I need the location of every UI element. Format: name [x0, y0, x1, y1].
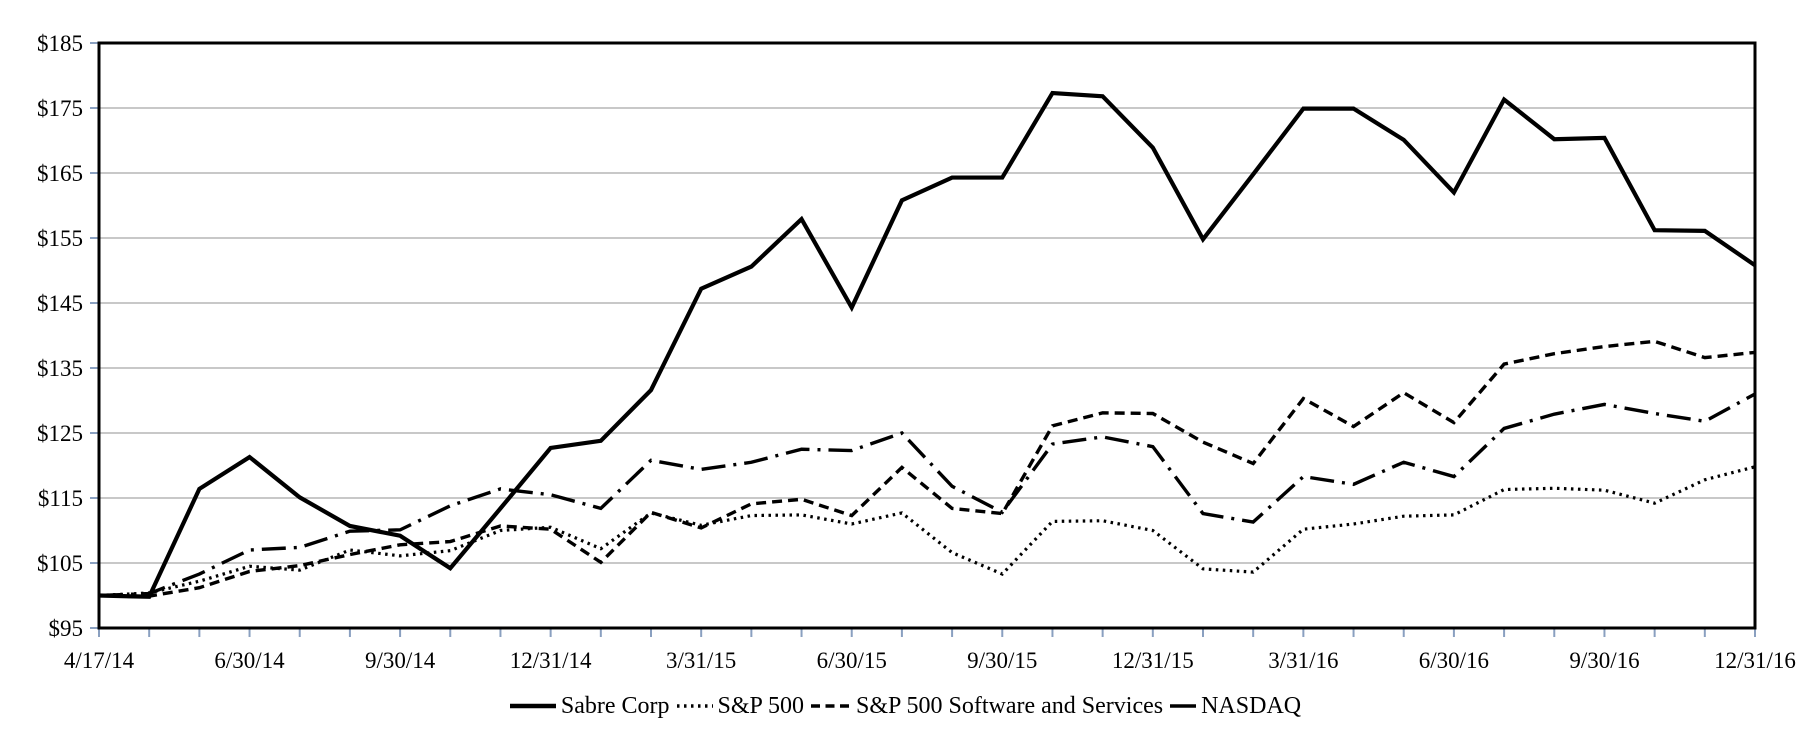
x-axis-label: 12/31/15	[1112, 648, 1194, 673]
y-axis-label: $125	[37, 421, 83, 446]
legend-label-s-p-500: S&P 500	[717, 692, 805, 719]
x-axis-label: 12/31/16	[1714, 648, 1796, 673]
series-line-nasdaq	[98, 392, 1756, 598]
y-axis-label: $115	[38, 486, 83, 511]
legend-swatch-sabre-corp	[509, 703, 556, 709]
legend-item-s-p-500-software-and-services: S&P 500 Software and Services	[811, 693, 1170, 720]
chart-legend: Sabre Corp S&P 500 S&P 500 Software and Se…	[0, 686, 1818, 726]
x-axis-label: 6/30/14	[214, 648, 285, 673]
x-axis-label: 9/30/15	[967, 648, 1037, 673]
y-axis-label: $135	[37, 356, 83, 381]
y-axis-label: $165	[37, 161, 83, 186]
x-axis-label: 9/30/16	[1569, 648, 1639, 673]
x-axis-label: 6/30/15	[817, 648, 887, 673]
legend-swatch-s-p-500-software-and-services	[811, 704, 852, 708]
legend-item-sabre-corp: Sabre Corp	[509, 692, 677, 720]
legend-label-s-p-500-software-and-services: S&P 500 Software and Services	[856, 692, 1164, 719]
legend-swatch-s-p-500	[676, 704, 713, 708]
legend-item-nasdaq: NASDAQ	[1170, 693, 1308, 720]
plot-border	[97, 41, 1757, 630]
x-axis-label: 4/17/14	[64, 648, 135, 673]
x-axis-label: 6/30/16	[1419, 648, 1489, 673]
series-line-sabre-corp	[98, 90, 1757, 599]
y-axis-label: $155	[37, 226, 83, 251]
y-axis-label: $145	[37, 291, 83, 316]
y-axis-label: $185	[37, 31, 83, 56]
y-axis-label: $95	[49, 616, 84, 641]
x-axis-label: 3/31/16	[1268, 648, 1338, 673]
y-axis-label: $105	[37, 551, 83, 576]
legend-label-sabre-corp: Sabre Corp	[560, 692, 670, 719]
legend-item-s-p-500: S&P 500	[676, 692, 811, 720]
legend-swatch-nasdaq	[1170, 704, 1197, 708]
x-axis-label: 3/31/15	[666, 648, 736, 673]
series-line-s-p-500-software-and-services	[98, 339, 1756, 598]
y-axis-label: $175	[37, 96, 83, 121]
x-axis-label: 9/30/14	[365, 648, 436, 673]
legend-label-nasdaq: NASDAQ	[1201, 692, 1302, 719]
x-axis-label: 12/31/14	[510, 648, 592, 673]
